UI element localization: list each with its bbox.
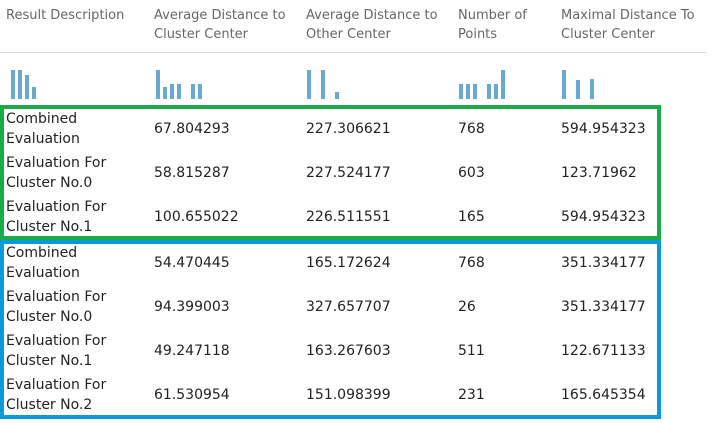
cell-result-description: Evaluation For Cluster No.0 bbox=[6, 289, 107, 325]
histogram-bar bbox=[191, 84, 195, 99]
histogram-bar bbox=[466, 84, 470, 99]
cell-avg-distance-other-center: 227.524177 bbox=[306, 165, 391, 181]
histogram-bar bbox=[32, 87, 36, 99]
cell-avg-distance-cluster-center: 49.247118 bbox=[154, 343, 230, 359]
table-row[interactable]: Evaluation For Cluster No.1 100.655022 226… bbox=[0, 195, 706, 239]
cell-avg-distance-other-center: 151.098399 bbox=[306, 387, 391, 403]
cell-number-of-points: 768 bbox=[458, 121, 485, 137]
histogram-bar bbox=[335, 92, 339, 99]
cell-avg-distance-other-center: 327.657707 bbox=[306, 299, 391, 315]
table-row[interactable]: Evaluation For Cluster No.2 61.530954 151.… bbox=[0, 373, 706, 417]
histogram-bar bbox=[321, 70, 325, 99]
cell-number-of-points: 165 bbox=[458, 209, 485, 225]
mini-histogram-col-4 bbox=[562, 65, 597, 99]
histogram-bar bbox=[562, 70, 566, 99]
mini-histogram-col-1 bbox=[156, 65, 205, 99]
histogram-bar bbox=[18, 70, 22, 99]
histogram-bar bbox=[487, 84, 491, 99]
cell-avg-distance-cluster-center: 67.804293 bbox=[154, 121, 230, 137]
histogram-bar bbox=[494, 84, 498, 99]
histogram-bar bbox=[177, 84, 181, 99]
cell-result-description: Evaluation For Cluster No.1 bbox=[6, 333, 107, 369]
cell-avg-distance-other-center: 163.267603 bbox=[306, 343, 391, 359]
cell-max-distance-cluster-center: 122.671133 bbox=[561, 343, 646, 359]
cell-number-of-points: 603 bbox=[458, 165, 485, 181]
cell-max-distance-cluster-center: 351.334177 bbox=[561, 255, 646, 271]
cell-avg-distance-other-center: 226.511551 bbox=[306, 209, 391, 225]
cell-number-of-points: 511 bbox=[458, 343, 485, 359]
cell-max-distance-cluster-center: 351.334177 bbox=[561, 299, 646, 315]
mini-histogram-col-2 bbox=[307, 65, 342, 99]
histogram-bar bbox=[576, 80, 580, 99]
table-row[interactable]: Combined Evaluation 54.470445 165.172624 76… bbox=[0, 241, 706, 285]
histogram-bar bbox=[459, 84, 463, 99]
cell-avg-distance-cluster-center: 61.530954 bbox=[154, 387, 230, 403]
cell-number-of-points: 231 bbox=[458, 387, 485, 403]
histogram-bar bbox=[307, 70, 311, 99]
cell-avg-distance-other-center: 227.306621 bbox=[306, 121, 391, 137]
cell-result-description: Evaluation For Cluster No.1 bbox=[6, 199, 107, 235]
column-header-avg-distance-other-center[interactable]: Average Distance to Other Center bbox=[306, 8, 438, 42]
cell-result-description: Evaluation For Cluster No.2 bbox=[6, 377, 107, 413]
cell-avg-distance-other-center: 165.172624 bbox=[306, 255, 391, 271]
mini-histogram-col-0 bbox=[11, 65, 39, 99]
table-row[interactable]: Combined Evaluation 67.804293 227.306621 76… bbox=[0, 107, 706, 151]
cell-number-of-points: 768 bbox=[458, 255, 485, 271]
table-header-row: Result Description Average Distance to C… bbox=[0, 0, 706, 53]
cell-result-description: Combined Evaluation bbox=[6, 111, 80, 147]
histogram-bar bbox=[473, 84, 477, 99]
histogram-bar bbox=[198, 84, 202, 99]
cell-avg-distance-cluster-center: 58.815287 bbox=[154, 165, 230, 181]
cell-result-description: Evaluation For Cluster No.0 bbox=[6, 155, 107, 191]
histogram-bar bbox=[170, 84, 174, 99]
mini-histogram-col-3 bbox=[459, 65, 508, 99]
column-header-avg-distance-cluster-center[interactable]: Average Distance to Cluster Center bbox=[154, 8, 286, 42]
histogram-bar bbox=[25, 75, 29, 99]
column-header-max-distance-cluster-center[interactable]: Maximal Distance To Cluster Center bbox=[561, 8, 695, 42]
histogram-bar bbox=[501, 70, 505, 99]
table-row[interactable]: Evaluation For Cluster No.1 49.247118 163.… bbox=[0, 329, 706, 373]
cell-avg-distance-cluster-center: 54.470445 bbox=[154, 255, 230, 271]
cell-result-description: Combined Evaluation bbox=[6, 245, 80, 281]
column-header-number-of-points[interactable]: Number of Points bbox=[458, 8, 527, 42]
cell-number-of-points: 26 bbox=[458, 299, 476, 315]
cell-max-distance-cluster-center: 594.954323 bbox=[561, 121, 646, 137]
cell-avg-distance-cluster-center: 94.399003 bbox=[154, 299, 230, 315]
histogram-bar bbox=[163, 87, 167, 99]
column-histogram-row bbox=[0, 52, 706, 104]
table-row[interactable]: Evaluation For Cluster No.0 58.815287 227.… bbox=[0, 151, 706, 195]
cell-avg-distance-cluster-center: 100.655022 bbox=[154, 209, 239, 225]
table-row[interactable]: Evaluation For Cluster No.0 94.399003 327.… bbox=[0, 285, 706, 329]
cell-max-distance-cluster-center: 594.954323 bbox=[561, 209, 646, 225]
cell-max-distance-cluster-center: 165.645354 bbox=[561, 387, 646, 403]
cell-max-distance-cluster-center: 123.71962 bbox=[561, 165, 637, 181]
histogram-bar bbox=[590, 79, 594, 99]
column-header-result-description[interactable]: Result Description bbox=[6, 8, 125, 23]
histogram-bar bbox=[11, 70, 15, 99]
histogram-bar bbox=[156, 70, 160, 99]
